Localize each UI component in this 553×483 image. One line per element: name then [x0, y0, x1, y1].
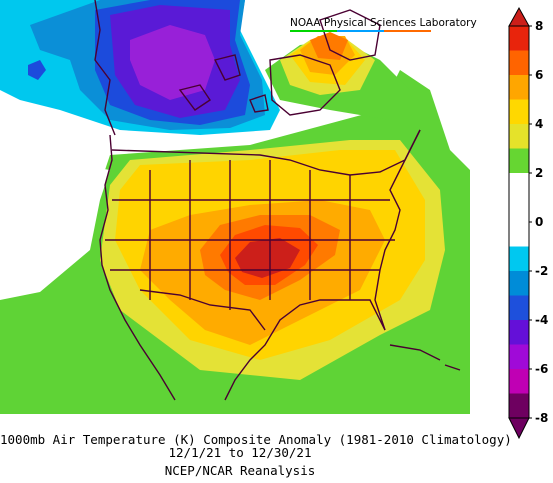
colorbar-top-arrow	[508, 6, 530, 27]
greenland-coast	[319, 9, 381, 61]
caption-line-3: NCEP/NCAR Reanalysis	[164, 463, 316, 478]
anomaly-field	[0, 0, 470, 414]
colorbar-tick-label: 6	[535, 68, 543, 82]
colorbar-tick-label: 8	[535, 19, 543, 33]
colorbar-band	[509, 222, 529, 247]
colorbar-band	[509, 246, 529, 271]
colorbar-tick-label: -8	[535, 411, 548, 425]
colorbar-band	[509, 99, 529, 124]
caption-line-1: 1000mb Air Temperature (K) Composite Ano…	[0, 432, 512, 447]
credit-text: NOAA Physical Sciences Laboratory	[290, 17, 477, 29]
caption-line-2: 12/1/21 to 12/30/21	[168, 445, 312, 460]
colorbar: 8 6 4 2 0 -2 -4 -6 -8	[508, 6, 548, 440]
credit-underline	[290, 30, 431, 32]
arctic-islands	[178, 54, 269, 113]
colorbar-bottom-arrow	[508, 417, 530, 440]
colorbar-band	[509, 344, 529, 369]
colorbar-tick-label: -6	[535, 362, 548, 376]
west-coast	[99, 134, 176, 401]
colorbar-band	[509, 393, 529, 418]
colorbar-band	[509, 75, 529, 100]
coastlines-and-borders	[94, 0, 461, 401]
cool-1-southwest	[0, 165, 110, 300]
gulf-coast	[224, 299, 386, 401]
colorbar-band	[509, 124, 529, 149]
colorbar-band	[509, 173, 529, 198]
colorbar-tick-label: 2	[535, 166, 543, 180]
mexico-border	[139, 289, 266, 331]
credit-underline-seg-1	[290, 30, 337, 32]
colorbar-band	[509, 50, 529, 75]
credit-underline-seg-2	[337, 30, 384, 32]
colorbar-band	[509, 369, 529, 394]
caribbean-islands	[389, 344, 461, 371]
canada-us-border	[111, 129, 421, 176]
east-coast	[374, 129, 421, 331]
cool-5-region	[130, 25, 215, 100]
hudson-bay	[269, 54, 341, 116]
alaska-coast	[94, 0, 116, 136]
colorbar-band	[509, 295, 529, 320]
colorbar-tick-label: -4	[535, 313, 548, 327]
colorbar-tick-label: -2	[535, 264, 548, 278]
credit-underline-seg-3	[384, 30, 431, 32]
colorbar-band	[509, 197, 529, 222]
colorbar-band	[509, 148, 529, 173]
colorbar-band	[509, 320, 529, 345]
colorbar-tick-label: 4	[535, 117, 543, 131]
colorbar-band	[509, 26, 529, 51]
colorbar-band	[509, 271, 529, 296]
colorbar-tick-label: 0	[535, 215, 543, 229]
cool-3-spot	[28, 60, 46, 80]
strong-warm-core	[235, 238, 300, 278]
